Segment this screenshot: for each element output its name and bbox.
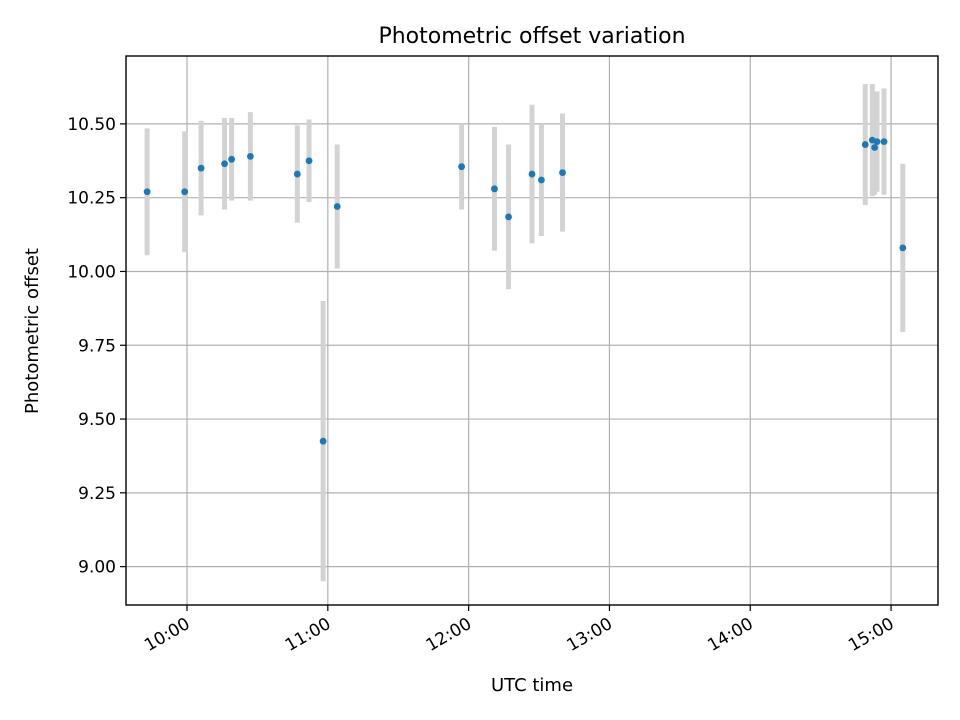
data-point bbox=[528, 170, 536, 178]
data-point bbox=[491, 185, 498, 193]
y-tick-label: 10.25 bbox=[67, 189, 116, 209]
y-tick-label: 10.50 bbox=[67, 115, 116, 135]
data-point bbox=[899, 244, 907, 252]
data-point bbox=[181, 188, 189, 196]
data-point bbox=[559, 169, 566, 176]
data-point bbox=[293, 170, 301, 178]
data-point bbox=[537, 176, 545, 184]
data-point bbox=[880, 138, 888, 145]
data-point bbox=[319, 437, 327, 445]
data-point bbox=[305, 157, 313, 165]
data-point bbox=[221, 160, 228, 168]
chart-title: Photometric offset variation bbox=[378, 24, 685, 49]
data-point bbox=[246, 152, 254, 160]
data-point bbox=[333, 203, 341, 210]
data-point bbox=[197, 164, 205, 172]
y-axis-label: Photometric offset bbox=[22, 248, 43, 414]
y-tick-label: 9.25 bbox=[78, 484, 116, 504]
data-points bbox=[143, 136, 907, 445]
data-point bbox=[228, 155, 236, 163]
y-tick-label: 9.00 bbox=[78, 558, 116, 578]
y-tick-label: 10.00 bbox=[67, 262, 116, 282]
data-point bbox=[861, 141, 869, 148]
data-point bbox=[871, 144, 879, 151]
data-point bbox=[873, 138, 881, 145]
data-point bbox=[143, 188, 151, 196]
y-axis-ticks: 9.00 9.25 9.50 9.75 10.00 10.25 10.50 bbox=[67, 115, 126, 578]
data-point bbox=[505, 213, 512, 221]
plot-frame bbox=[125, 55, 939, 606]
y-tick-label: 9.50 bbox=[78, 410, 116, 430]
data-point bbox=[458, 163, 465, 171]
x-axis-label: UTC time bbox=[491, 675, 573, 696]
y-tick-label: 9.75 bbox=[78, 336, 116, 356]
